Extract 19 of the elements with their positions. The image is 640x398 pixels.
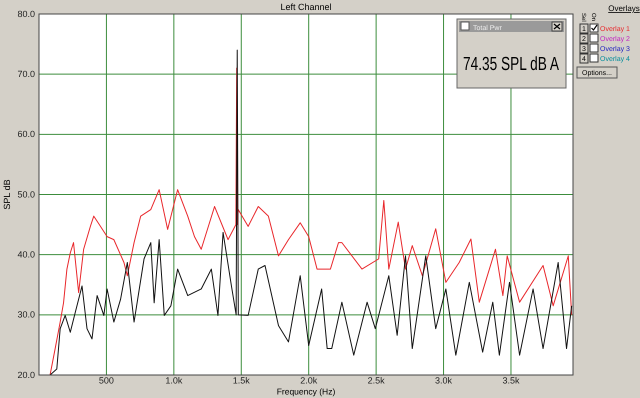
x-tick-label: 2.0k	[300, 375, 318, 386]
x-tick-label: 1.0k	[165, 375, 183, 386]
y-tick-label: 60.0	[17, 129, 35, 140]
y-tick-label: 30.0	[17, 310, 35, 320]
chart-title: Left Channel	[280, 2, 332, 12]
x-tick-label: 3.0k	[435, 375, 453, 386]
x-tick-label: 1.5k	[232, 375, 250, 386]
x-tick-label: 2.5k	[368, 375, 386, 386]
x-axis-title: Frequency (Hz)	[276, 386, 336, 396]
legend-title: Overlays	[608, 4, 640, 13]
y-tick-label: 20.0	[17, 370, 35, 380]
y-tick-label: 70.0	[17, 69, 35, 80]
annotation: 74.35 SPL dB A	[462, 52, 560, 75]
y-tick-label: 40.0	[17, 250, 35, 260]
y-tick-label: 80.0	[17, 8, 35, 19]
x-tick-label: 500	[98, 375, 114, 386]
y-tick-label: 50.0	[17, 189, 35, 200]
x-tick-label: 3.5k	[502, 375, 520, 386]
y-axis-title: SPL dB	[2, 179, 12, 210]
